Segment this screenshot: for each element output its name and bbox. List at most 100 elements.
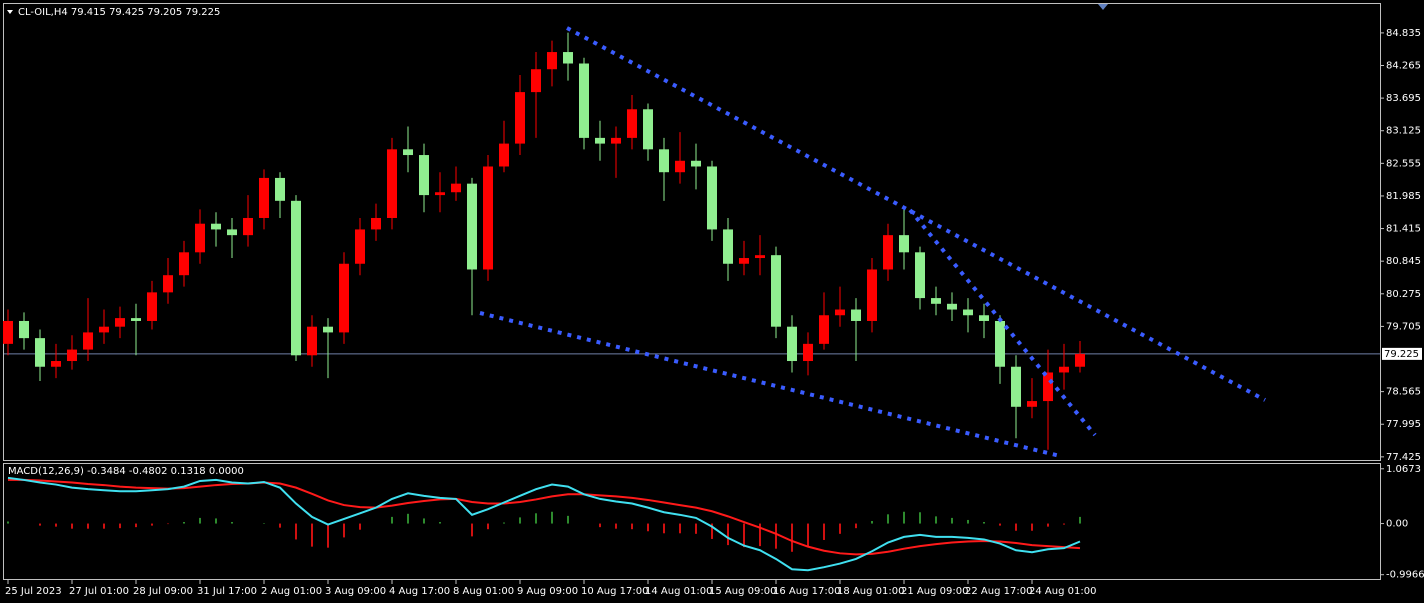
candle-body bbox=[179, 252, 189, 276]
x-tick-label: 27 Jul 01:00 bbox=[69, 586, 129, 597]
x-tick-label: 8 Aug 01:00 bbox=[453, 586, 514, 597]
candle-body bbox=[563, 52, 573, 64]
y-tick-label: 83.695 bbox=[1386, 93, 1421, 104]
candle-body bbox=[163, 275, 173, 293]
x-tick-label: 18 Aug 01:00 bbox=[837, 586, 904, 597]
candle-body bbox=[419, 155, 429, 196]
candle-body bbox=[755, 255, 765, 259]
candle-body bbox=[243, 217, 253, 236]
candle-body bbox=[883, 235, 893, 270]
candle-body bbox=[1059, 366, 1069, 373]
candle-body bbox=[371, 217, 381, 230]
candle-body bbox=[211, 223, 221, 230]
x-tick-label: 14 Aug 01:00 bbox=[645, 586, 712, 597]
y-tick-label: 81.985 bbox=[1386, 191, 1421, 202]
candle-body bbox=[979, 315, 989, 321]
y-tick-label: 84.265 bbox=[1386, 61, 1421, 72]
x-tick-label: 25 Jul 2023 bbox=[5, 586, 62, 597]
candle-body bbox=[147, 292, 157, 321]
candle-body bbox=[355, 229, 365, 264]
candle-body bbox=[499, 143, 509, 167]
candle-body bbox=[131, 318, 141, 321]
x-tick-label: 21 Aug 09:00 bbox=[901, 586, 968, 597]
y-tick-label: -0.9966 bbox=[1386, 570, 1424, 581]
candle-body bbox=[787, 326, 797, 362]
y-tick-label: 84.835 bbox=[1386, 28, 1421, 39]
candle-body bbox=[659, 149, 669, 173]
candle-body bbox=[1043, 372, 1053, 402]
x-tick-label: 15 Aug 09:00 bbox=[709, 586, 776, 597]
y-tick-label: 0.00 bbox=[1386, 519, 1408, 530]
candle-body bbox=[307, 326, 317, 356]
candle-body bbox=[835, 309, 845, 316]
candle-body bbox=[387, 149, 397, 218]
candle-body bbox=[83, 332, 93, 350]
macd-panel-frame bbox=[3, 463, 1381, 580]
candle-body bbox=[579, 63, 589, 138]
y-tick-label: 83.125 bbox=[1386, 126, 1421, 137]
x-tick-label: 4 Aug 17:00 bbox=[389, 586, 450, 597]
candle-body bbox=[227, 229, 237, 236]
y-tick-label: 77.425 bbox=[1386, 452, 1421, 463]
candle-body bbox=[819, 315, 829, 344]
x-tick-label: 24 Aug 01:00 bbox=[1029, 586, 1096, 597]
plot-layer bbox=[3, 32, 1380, 572]
x-tick-label: 2 Aug 01:00 bbox=[261, 586, 322, 597]
candle-body bbox=[947, 303, 957, 310]
candle-body bbox=[627, 109, 637, 138]
signal-line bbox=[8, 478, 1081, 556]
trend-line[interactable] bbox=[908, 208, 1097, 437]
x-tick-label: 3 Aug 09:00 bbox=[325, 586, 386, 597]
trend-line[interactable] bbox=[566, 26, 1266, 402]
candle-body bbox=[707, 166, 717, 230]
candle-body bbox=[435, 192, 445, 196]
candle-body bbox=[611, 137, 621, 144]
candle-body bbox=[915, 252, 925, 299]
candle-body bbox=[1011, 366, 1021, 407]
candle-body bbox=[867, 269, 877, 321]
candle-body bbox=[35, 338, 45, 367]
candle-body bbox=[515, 92, 525, 144]
candle-body bbox=[115, 318, 125, 327]
last-price-label: 79.225 bbox=[1384, 349, 1419, 360]
collapse-arrow[interactable] bbox=[7, 10, 13, 14]
last-price-box bbox=[1382, 347, 1422, 360]
shift-marker[interactable] bbox=[1098, 4, 1108, 10]
candle-body bbox=[803, 343, 813, 362]
candle-body bbox=[723, 229, 733, 264]
y-tick-label: 1.0673 bbox=[1386, 464, 1421, 475]
x-tick-label: 31 Jul 17:00 bbox=[197, 586, 257, 597]
candle-body bbox=[51, 361, 61, 367]
candle-body bbox=[931, 298, 941, 304]
candle-body bbox=[739, 258, 749, 264]
price-title: CL-OIL,H4 79.415 79.425 79.205 79.225 bbox=[18, 7, 220, 18]
y-tick-label: 77.995 bbox=[1386, 419, 1421, 430]
y-tick-label: 80.845 bbox=[1386, 256, 1421, 267]
x-tick-label: 16 Aug 17:00 bbox=[773, 586, 840, 597]
candle-body bbox=[963, 309, 973, 316]
candle-body bbox=[259, 177, 269, 218]
candle-body bbox=[451, 183, 461, 193]
candle-body bbox=[323, 326, 333, 333]
candle-body bbox=[339, 263, 349, 333]
candle-body bbox=[403, 149, 413, 156]
y-tick-label: 81.415 bbox=[1386, 224, 1421, 235]
candle-body bbox=[483, 166, 493, 270]
candle-body bbox=[99, 326, 109, 333]
y-tick-label: 82.555 bbox=[1386, 158, 1421, 169]
candle-body bbox=[771, 255, 781, 327]
candle-body bbox=[3, 320, 13, 344]
candle-body bbox=[851, 309, 861, 321]
candle-body bbox=[1075, 353, 1085, 367]
x-tick-label: 10 Aug 17:00 bbox=[581, 586, 648, 597]
y-tick-label: 80.275 bbox=[1386, 289, 1421, 300]
candle-body bbox=[675, 160, 685, 173]
candle-body bbox=[547, 52, 557, 70]
candle-body bbox=[1027, 401, 1037, 407]
candle-body bbox=[691, 160, 701, 167]
x-tick-label: 28 Jul 09:00 bbox=[133, 586, 193, 597]
trend-lines bbox=[479, 26, 1266, 458]
